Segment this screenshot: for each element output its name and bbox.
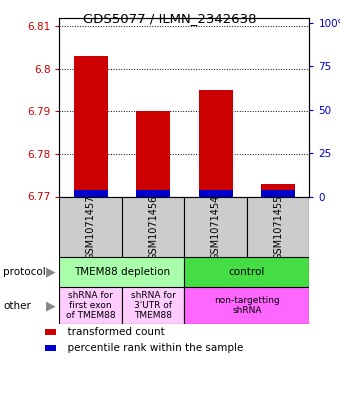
Text: shRNA for
first exon
of TMEM88: shRNA for first exon of TMEM88 xyxy=(66,291,116,320)
Bar xyxy=(59,287,122,324)
Bar xyxy=(73,190,108,196)
Bar xyxy=(45,345,56,351)
Text: ▶: ▶ xyxy=(46,266,56,279)
Text: other: other xyxy=(3,301,31,310)
Bar xyxy=(122,287,184,324)
Text: control: control xyxy=(229,267,265,277)
Bar xyxy=(122,196,184,257)
Bar xyxy=(136,111,170,196)
Text: GSM1071457: GSM1071457 xyxy=(86,194,96,260)
Text: transformed count: transformed count xyxy=(61,327,165,337)
Bar xyxy=(184,196,247,257)
Bar xyxy=(59,257,184,287)
Text: GSM1071456: GSM1071456 xyxy=(148,194,158,260)
Text: GSM1071454: GSM1071454 xyxy=(211,194,221,260)
Text: TMEM88 depletion: TMEM88 depletion xyxy=(74,267,170,277)
Bar xyxy=(199,190,233,196)
Text: ▶: ▶ xyxy=(46,299,56,312)
Bar xyxy=(184,257,309,287)
Text: percentile rank within the sample: percentile rank within the sample xyxy=(61,343,243,353)
Bar xyxy=(261,190,295,196)
Bar xyxy=(45,329,56,335)
Bar xyxy=(73,56,108,196)
Text: GSM1071455: GSM1071455 xyxy=(273,194,283,260)
Text: GDS5077 / ILMN_2342638: GDS5077 / ILMN_2342638 xyxy=(83,12,257,25)
Text: non-targetting
shRNA: non-targetting shRNA xyxy=(214,296,280,315)
Bar xyxy=(261,184,295,196)
Text: shRNA for
3'UTR of
TMEM88: shRNA for 3'UTR of TMEM88 xyxy=(131,291,176,320)
Text: protocol: protocol xyxy=(3,267,46,277)
Bar xyxy=(136,190,170,196)
Bar xyxy=(199,90,233,196)
Bar xyxy=(247,196,309,257)
Bar xyxy=(59,196,122,257)
Bar xyxy=(184,287,309,324)
